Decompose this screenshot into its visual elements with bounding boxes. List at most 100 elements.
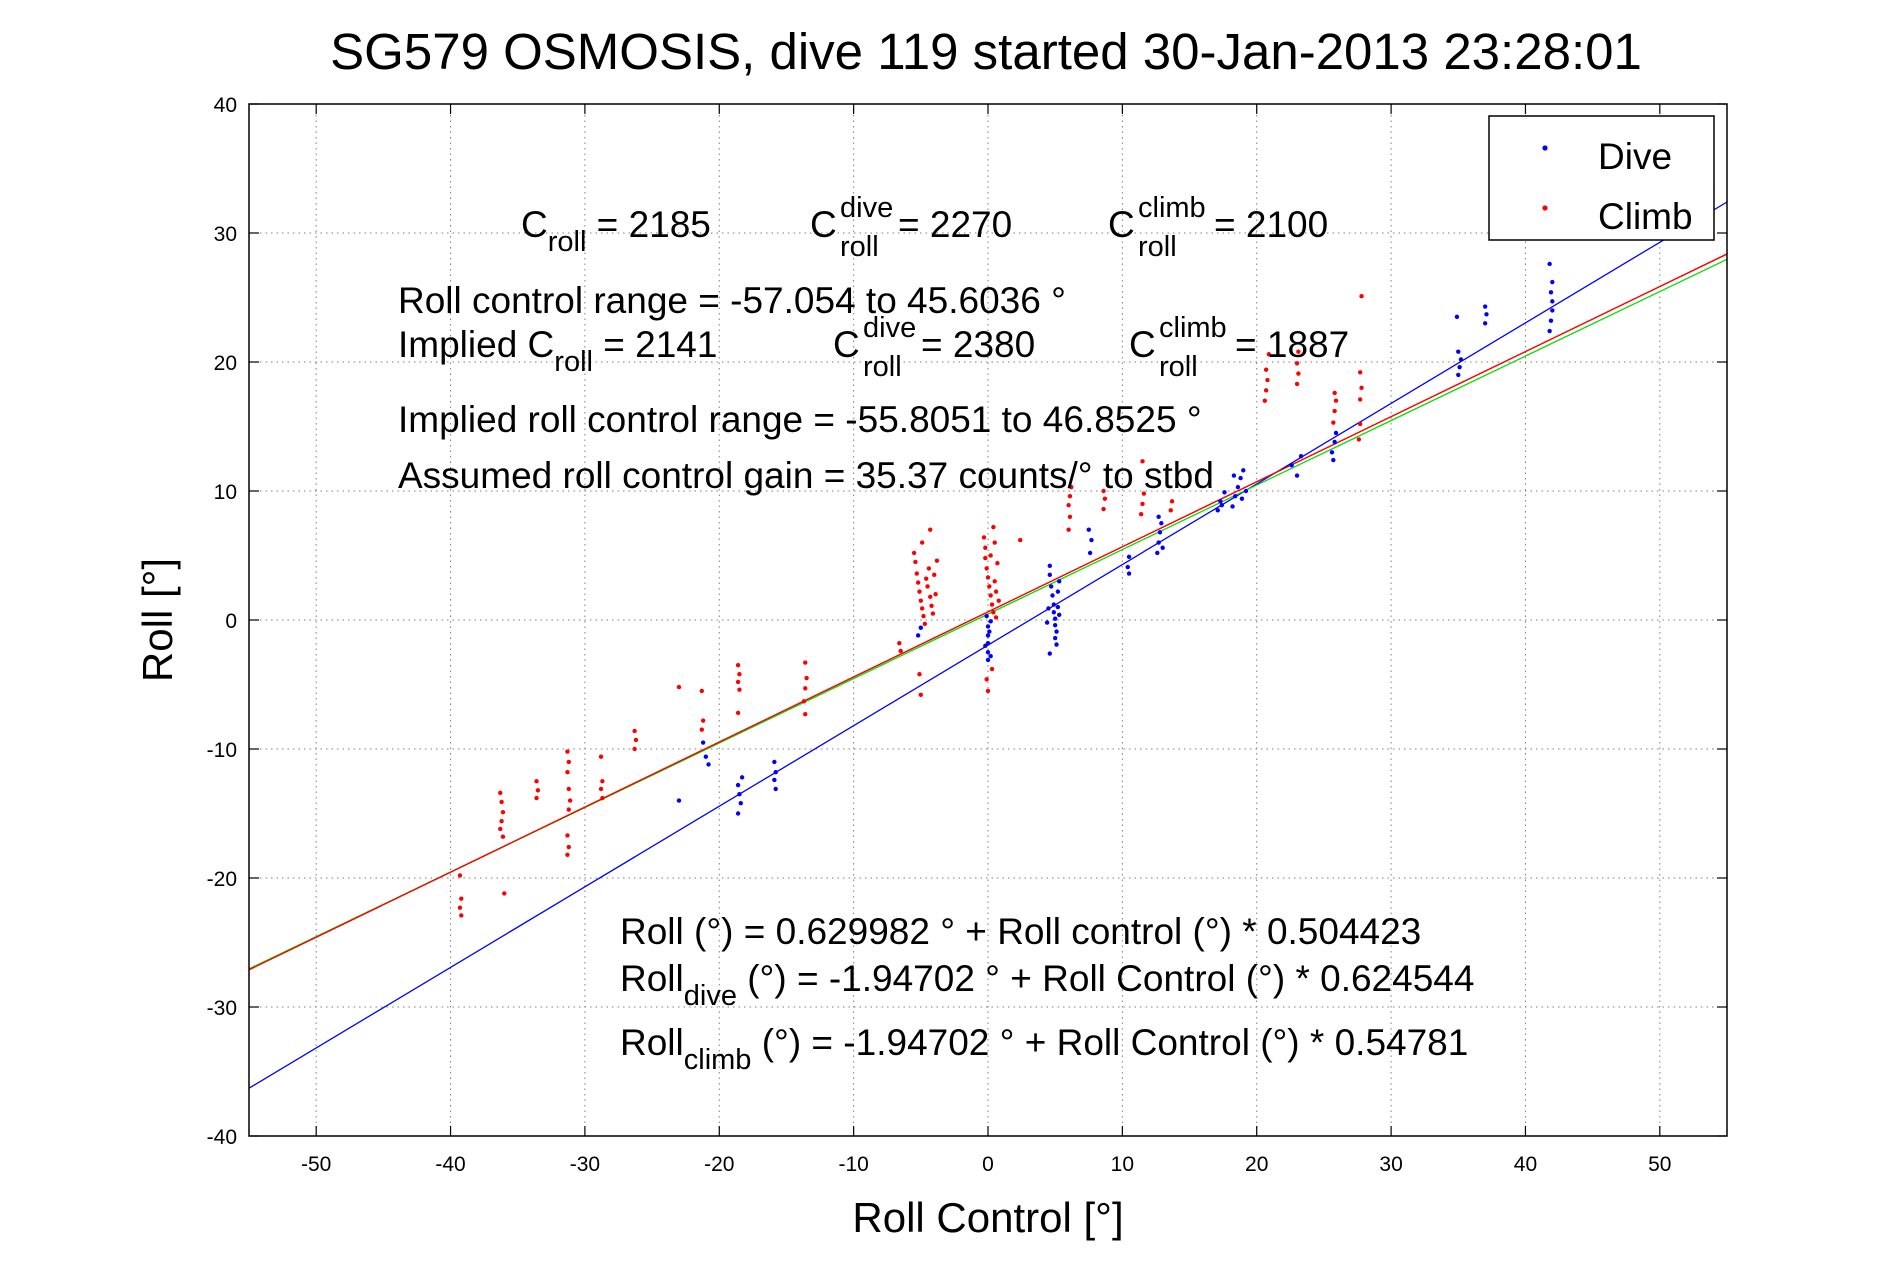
dive-point — [915, 633, 921, 638]
dive-point — [1231, 473, 1237, 478]
climb-point — [1265, 377, 1270, 383]
climb-point — [632, 746, 637, 752]
x-tick-label: 30 — [1379, 1153, 1402, 1176]
legend-marker-climb — [1542, 205, 1548, 211]
climb-point — [989, 602, 995, 607]
dive-point — [1457, 364, 1462, 370]
climb-point — [988, 553, 993, 558]
climb-point — [632, 728, 637, 734]
climb-point — [1018, 537, 1023, 543]
dive-point — [1332, 439, 1337, 445]
climb-point — [457, 873, 463, 878]
climb-point — [1359, 385, 1364, 390]
climb-point — [1332, 408, 1337, 414]
svg-text:climb: climb — [1159, 312, 1227, 344]
dive-point — [1550, 299, 1555, 304]
climb-point — [984, 677, 989, 682]
y-tick-label: -10 — [207, 739, 237, 762]
climb-point — [993, 615, 999, 620]
climb-point — [735, 710, 741, 716]
climb-point — [933, 592, 938, 597]
annotation-implied-climb: C climb roll = 1887 — [1129, 312, 1349, 383]
climb-point — [803, 660, 808, 665]
x-tick-label: 40 — [1514, 1153, 1537, 1176]
dive-point — [1160, 545, 1165, 550]
climb-point — [1102, 496, 1108, 501]
dive-point — [1047, 563, 1053, 569]
dive-point — [676, 798, 682, 803]
climb-point — [930, 611, 936, 616]
dive-point — [1482, 321, 1488, 326]
series-dive — [676, 261, 1555, 816]
climb-point — [987, 584, 992, 589]
y-tick-label: 0 — [225, 610, 237, 633]
dive-point — [1222, 490, 1227, 495]
dive-point — [1331, 457, 1336, 463]
climb-point — [995, 561, 1000, 566]
climb-point — [917, 589, 922, 594]
climb-point — [934, 558, 940, 563]
dive-point — [1044, 620, 1050, 625]
svg-text:C: C — [833, 324, 860, 365]
y-axis-label: Roll [°] — [134, 558, 181, 682]
climb-point — [700, 718, 706, 723]
climb-point — [633, 737, 639, 743]
svg-text:roll: roll — [840, 231, 879, 263]
climb-point — [1138, 512, 1144, 517]
climb-point — [991, 524, 996, 530]
y-tick-label: 10 — [214, 481, 237, 504]
dive-point — [985, 657, 991, 663]
climb-point — [737, 671, 742, 677]
dive-point — [700, 740, 706, 745]
dive-point — [1052, 616, 1058, 621]
svg-text:dive: dive — [863, 312, 916, 344]
svg-text:C: C — [1129, 324, 1156, 365]
climb-point — [914, 571, 919, 576]
dive-point — [1126, 554, 1132, 559]
climb-point — [699, 727, 705, 732]
x-tick-label: 10 — [1111, 1153, 1134, 1176]
climb-point — [457, 905, 463, 910]
legend-marker-dive — [1542, 145, 1548, 151]
svg-text:climb: climb — [1138, 192, 1206, 224]
climb-point — [1168, 508, 1173, 513]
dive-point — [1047, 572, 1053, 578]
dive-point — [1547, 261, 1552, 267]
climb-point — [566, 759, 571, 765]
annotation-implied-croll: Implied Croll = 2141 — [398, 324, 717, 378]
dive-point — [984, 613, 989, 619]
legend-label-dive: Dive — [1598, 136, 1672, 177]
dive-point — [1055, 589, 1061, 594]
svg-text:= 2270: = 2270 — [898, 204, 1012, 245]
climb-point — [917, 671, 922, 677]
climb-point — [735, 679, 741, 685]
dive-point — [1550, 308, 1555, 313]
climb-point — [913, 559, 918, 565]
climb-point — [984, 566, 989, 571]
climb-point — [1263, 388, 1269, 393]
climb-point — [928, 527, 933, 532]
x-tick-label: -40 — [435, 1153, 465, 1176]
equation-roll-dive: Rolldive (°) = -1.94702 ° + Roll Control… — [620, 958, 1474, 1012]
climb-point — [992, 540, 997, 545]
climb-point — [1359, 294, 1364, 299]
climb-point — [1101, 488, 1106, 494]
y-tick-label: -40 — [207, 1126, 237, 1149]
svg-text:= 1887: = 1887 — [1235, 324, 1349, 365]
x-tick-label: -20 — [704, 1153, 734, 1176]
dive-point — [1048, 584, 1054, 589]
climb-point — [735, 662, 741, 668]
climb-point — [983, 545, 988, 550]
axis-ticks: -50 -40 -30 -20 -10 0 10 20 30 40 50 -40 -30 -20 -10 0 1… — [207, 94, 1727, 1176]
dive-point — [1298, 453, 1304, 459]
dive-point — [1218, 499, 1223, 504]
dive-point — [1329, 450, 1335, 455]
climb-point — [996, 598, 1001, 603]
svg-text:= 2100: = 2100 — [1214, 204, 1328, 245]
climb-point — [993, 589, 999, 594]
dive-point — [1054, 642, 1059, 647]
dive-point — [1454, 314, 1460, 320]
climb-point — [499, 819, 504, 824]
legend-box — [1488, 115, 1715, 241]
climb-point — [915, 580, 921, 585]
